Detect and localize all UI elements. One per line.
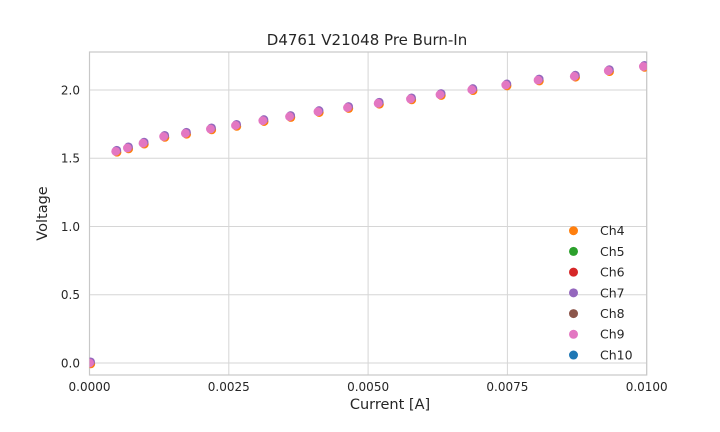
data-point: [258, 116, 268, 126]
x-tick-label: 0.0025: [208, 380, 250, 394]
legend-label: Ch6: [600, 265, 625, 280]
y-tick-label: 1.0: [61, 220, 80, 234]
legend-label: Ch4: [600, 223, 625, 238]
data-point: [569, 71, 579, 81]
data-point: [89, 358, 94, 368]
x-tick-label: 0.0000: [69, 380, 111, 394]
data-point: [122, 143, 132, 153]
data-point: [159, 132, 169, 141]
data-point: [231, 121, 240, 130]
data-point: [343, 103, 352, 112]
legend-marker-ch8: [569, 309, 578, 319]
x-tick-label: 0.0100: [626, 380, 668, 394]
points-layer: [89, 60, 647, 369]
data-point: [180, 128, 190, 138]
legend-marker-ch6: [569, 267, 578, 277]
legend-marker-ch10: [569, 350, 578, 360]
y-tick-label: 1.5: [61, 152, 80, 166]
x-axis-label: Current [A]: [350, 397, 430, 413]
legend-label: Ch8: [600, 306, 625, 321]
legend-marker-ch7: [569, 288, 578, 298]
legend: Ch4 Ch5 Ch6 Ch7 Ch8 Ch9 Ch10: [569, 223, 633, 362]
x-tick-label: 0.0075: [486, 380, 528, 394]
legend-marker-ch9: [569, 329, 578, 339]
data-point: [313, 107, 323, 117]
legend-label: Ch7: [600, 285, 625, 300]
legend-item-ch6: Ch6: [569, 265, 625, 280]
legend-item-ch7: Ch7: [569, 285, 625, 300]
legend-item-ch10: Ch10: [569, 347, 633, 362]
legend-item-ch9: Ch9: [569, 327, 625, 342]
y-tick-label: 0.0: [61, 356, 80, 370]
grid-layer: [89, 52, 648, 375]
data-point: [111, 146, 121, 156]
data-point: [467, 85, 477, 95]
data-point: [285, 112, 294, 121]
legend-item-ch5: Ch5: [569, 244, 625, 259]
data-point: [638, 62, 647, 71]
legend-marker-ch4: [569, 226, 578, 236]
tick-labels-layer: 0.0000 0.0025 0.0050 0.0075 0.0100 0.0 0.5 1.0 1…: [61, 83, 668, 394]
data-point: [406, 94, 415, 104]
legend-item-ch8: Ch8: [569, 306, 625, 321]
legend-label: Ch10: [600, 347, 633, 362]
legend-marker-ch5: [569, 246, 578, 256]
data-point: [603, 66, 613, 76]
y-axis-label: Voltage: [35, 186, 51, 240]
data-point: [533, 75, 543, 85]
legend-label: Ch9: [600, 327, 625, 342]
legend-item-ch4: Ch4: [569, 223, 625, 238]
chart-title: D4761 V21048 Pre Burn-In: [267, 31, 467, 49]
data-point: [501, 80, 511, 90]
y-tick-label: 0.5: [61, 288, 80, 302]
data-point: [206, 124, 215, 134]
y-tick-label: 2.0: [61, 83, 80, 97]
x-tick-label: 0.0050: [347, 380, 389, 394]
data-point: [373, 98, 383, 108]
plot-border: [88, 51, 648, 376]
data-point: [435, 90, 445, 99]
data-point: [138, 138, 148, 148]
legend-label: Ch5: [600, 244, 625, 259]
